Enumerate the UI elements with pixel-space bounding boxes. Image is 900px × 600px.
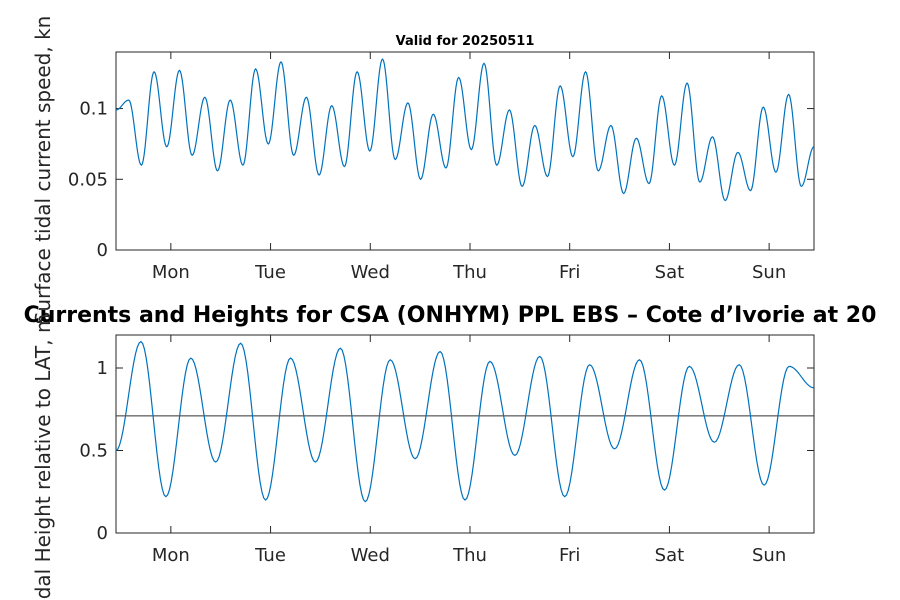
x-tick-label: Thu [452, 262, 487, 283]
x-tick-label: Wed [351, 545, 390, 566]
height-ylabel: Tidal Height relative to LAT, m [31, 314, 55, 600]
current-panel-title: Valid for 20250511 [396, 34, 535, 49]
y-tick-label: 0 [97, 523, 108, 544]
x-tick-label: Sun [752, 262, 786, 283]
current-speed-panel: Valid for 20250511 0 0.05 0.1 Mon Tue Wed Thu F… [31, 16, 815, 325]
y-tick-label: 0 [97, 240, 108, 261]
x-tick-label: Tue [254, 262, 286, 283]
current-plot-area [115, 51, 815, 251]
x-tick-label: Tue [254, 545, 286, 566]
tidal-height-panel: Currents and Heights for CSA (ONHYM) PPL… [24, 303, 877, 600]
height-axis-ticks: 0 0.5 1 Mon Tue Wed Thu Fri Sat Sun [79, 335, 814, 566]
current-speed-line [115, 58, 815, 202]
tidal-height-line [115, 340, 815, 503]
x-tick-label: Sun [752, 545, 786, 566]
x-tick-label: Sat [655, 545, 685, 566]
y-tick-label: 1 [97, 358, 108, 379]
current-ylabel: Surface tidal current speed, kn [31, 16, 55, 325]
current-axis-ticks: 0 0.05 0.1 Mon Tue Wed Thu Fri Sat Sun [68, 52, 814, 283]
height-panel-title: Currents and Heights for CSA (ONHYM) PPL… [24, 303, 877, 328]
y-tick-label: 0.05 [68, 169, 108, 190]
x-tick-label: Fri [559, 262, 580, 283]
x-tick-label: Sat [655, 262, 685, 283]
x-tick-label: Wed [351, 262, 390, 283]
y-tick-label: 0.1 [79, 99, 108, 120]
y-tick-label: 0.5 [79, 441, 108, 462]
x-tick-label: Mon [152, 545, 190, 566]
x-tick-label: Mon [152, 262, 190, 283]
x-tick-label: Thu [452, 545, 487, 566]
x-tick-label: Fri [559, 545, 580, 566]
